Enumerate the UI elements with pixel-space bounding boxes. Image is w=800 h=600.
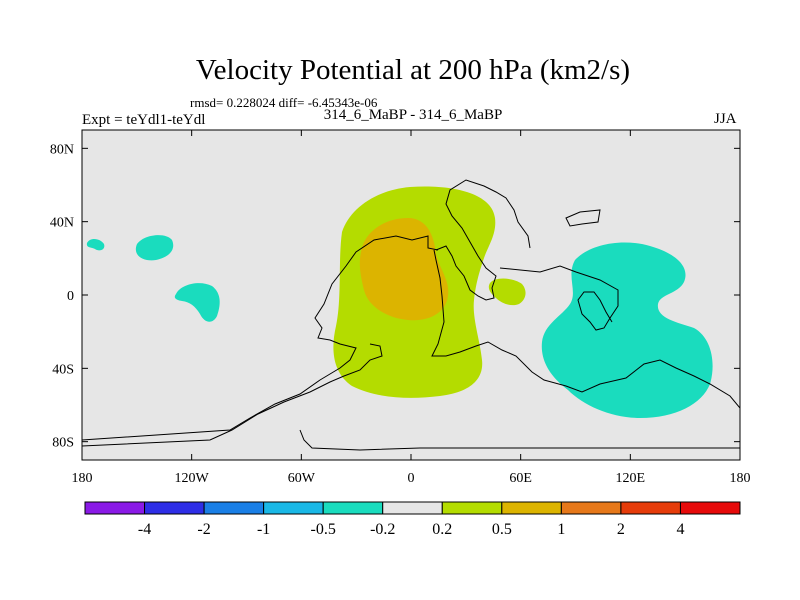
chart-title: Velocity Potential at 200 hPa (km2/s): [195, 54, 631, 86]
coastline-south-america-east: [82, 343, 383, 447]
coastline-east-asia: [565, 209, 601, 227]
negative-anomaly-central-pacific: [174, 283, 220, 322]
y-tick-label: 40N: [50, 216, 74, 231]
positive-anomaly-arabia: [488, 278, 526, 306]
colorbar-label: 4: [676, 521, 684, 538]
coastline-africa-south: [431, 249, 740, 409]
comparison-label: 314_6_MaBP - 314_6_MaBP: [323, 107, 503, 123]
colorbar-swatch: [322, 501, 384, 515]
colorbar-swatch: [620, 501, 681, 515]
positive-anomaly-core: [359, 218, 449, 321]
coastline-antarctica: [299, 429, 740, 451]
coastline-asia: [499, 265, 619, 331]
colorbar-swatch: [679, 501, 741, 515]
x-tick-label: 60W: [288, 471, 316, 486]
colorbar-swatch: [84, 501, 146, 515]
x-tick-label: 180: [72, 471, 93, 486]
colorbar-label: 0.5: [492, 521, 512, 538]
colorbar-swatch: [441, 501, 503, 515]
y-tick-label: 80S: [52, 436, 74, 451]
colorbar-swatch: [263, 501, 324, 515]
x-tick-label: 120E: [616, 471, 646, 486]
experiment-label: Expt = teYdl1-teYdl: [82, 112, 206, 128]
colorbar-swatch: [203, 501, 265, 515]
y-tick-label: 80N: [50, 142, 74, 157]
colorbar-swatch: [560, 501, 622, 515]
colorbar-label: -4: [138, 521, 151, 538]
colorbar-swatch: [501, 501, 562, 515]
season-label: JJA: [714, 111, 737, 127]
coastlines: [82, 179, 740, 451]
coastline-africa: [435, 179, 531, 301]
negative-anomaly-central-pacific-north: [135, 235, 174, 261]
x-tick-label: 180: [730, 471, 751, 486]
colorbar-label: -0.5: [311, 521, 336, 538]
stats-line: rmsd= 0.228024 diff= -6.45343e-06: [190, 95, 378, 110]
colorbar-label: -0.2: [370, 521, 395, 538]
axes: 180 120W 60W 0 60E 120E 180 80N 40N 0 40S 80S: [50, 130, 751, 486]
colorbar-swatch: [382, 501, 443, 515]
colorbar-label: 0.2: [432, 521, 452, 538]
coastline-americas: [82, 235, 439, 441]
colorbar-label: 1: [557, 521, 565, 538]
y-tick-label: 0: [67, 289, 74, 304]
x-tick-label: 0: [408, 471, 415, 486]
negative-anomaly-indian-ocean: [541, 242, 713, 418]
colorbar-label: -2: [197, 521, 210, 538]
x-tick-label: 120W: [175, 471, 210, 486]
colorbar-label: -1: [257, 521, 270, 538]
colorbar: -4 -2 -1 -0.5 -0.2 0.2 0.5 1 2 4: [84, 501, 741, 538]
colorbar-label: 2: [617, 521, 625, 538]
colorbar-swatch: [144, 501, 205, 515]
y-tick-label: 40S: [52, 362, 74, 377]
x-tick-label: 60E: [509, 471, 532, 486]
negative-anomaly-east-pacific-small: [86, 238, 105, 251]
